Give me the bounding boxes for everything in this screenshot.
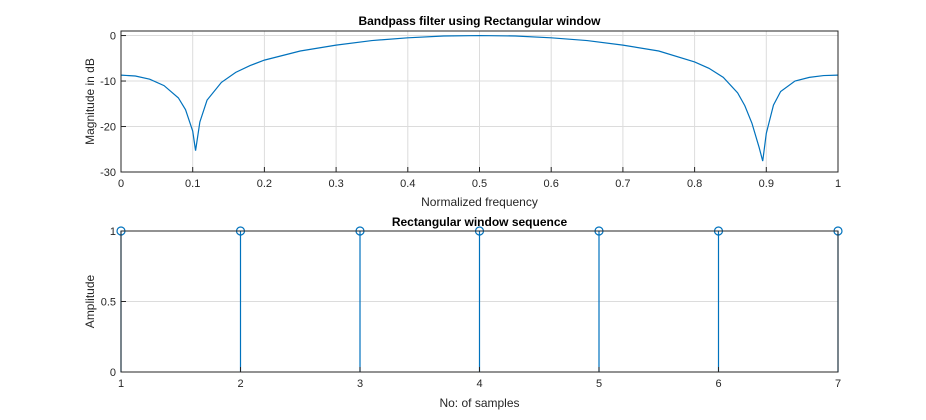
magnitude-y-tick-label: -20 (100, 122, 116, 134)
window-x-tick-label: 3 (357, 378, 363, 390)
magnitude-x-tick-label: 0.1 (185, 178, 200, 190)
magnitude-y-tick-label: -10 (100, 76, 116, 88)
magnitude-series-line (120, 34, 839, 162)
window-x-tick-label: 2 (237, 378, 243, 390)
magnitude-y-tick-label: -30 (100, 167, 116, 179)
window-x-tick-label: 1 (118, 378, 124, 390)
window-sequence-plot: 1 2 3 4 5 6 7 0 0.5 1 Rectangular window sequence… (83, 215, 843, 410)
window-plot-title: Rectangular window sequence (392, 215, 568, 229)
magnitude-x-tick-label: 1 (835, 178, 841, 190)
magnitude-y-tick-label: 0 (110, 31, 116, 43)
magnitude-plot: 0 0.1 0.2 0.3 0.4 0.5 0.6 0.7 0.8 0.9 10-10-20-30 … (83, 14, 841, 209)
magnitude-x-tick-label: 0.4 (400, 178, 415, 190)
magnitude-x-tick-label: 0.8 (687, 178, 702, 190)
magnitude-x-tick-label: 0.6 (544, 178, 559, 190)
magnitude-x-tick-label: 0 (118, 178, 124, 190)
window-x-tick-label: 6 (715, 378, 721, 390)
magnitude-ticks: 0 0.1 0.2 0.3 0.4 0.5 0.6 0.7 0.8 0.9 1 0 -10 -20 -30 (100, 31, 841, 190)
window-x-axis-label: No: of samples (439, 396, 519, 410)
window-x-tick-label: 7 (835, 378, 841, 390)
window-y-axis-label: Amplitude (83, 275, 97, 329)
magnitude-x-tick-label: 0.3 (328, 178, 343, 190)
window-y-tick-label: 0 (110, 367, 116, 379)
magnitude-x-tick-label: 0.9 (759, 178, 774, 190)
magnitude-y-axis-label: Magnitude in dB (83, 58, 97, 145)
magnitude-x-tick-label: 0.2 (257, 178, 272, 190)
magnitude-x-tick-label: 0.5 (472, 178, 487, 190)
window-y-tick-label: 1 (110, 226, 116, 238)
magnitude-x-axis-label: Normalized frequency (421, 195, 538, 209)
window-x-tick-label: 4 (476, 378, 482, 390)
magnitude-plot-title: Bandpass filter using Rectangular window (358, 14, 601, 28)
magnitude-x-tick-label: 0.7 (615, 178, 630, 190)
window-y-tick-label: 0.5 (101, 297, 116, 309)
window-x-tick-label: 5 (596, 378, 602, 390)
window-ticks: 1 2 3 4 5 6 7 0 0.5 1 (101, 226, 841, 390)
